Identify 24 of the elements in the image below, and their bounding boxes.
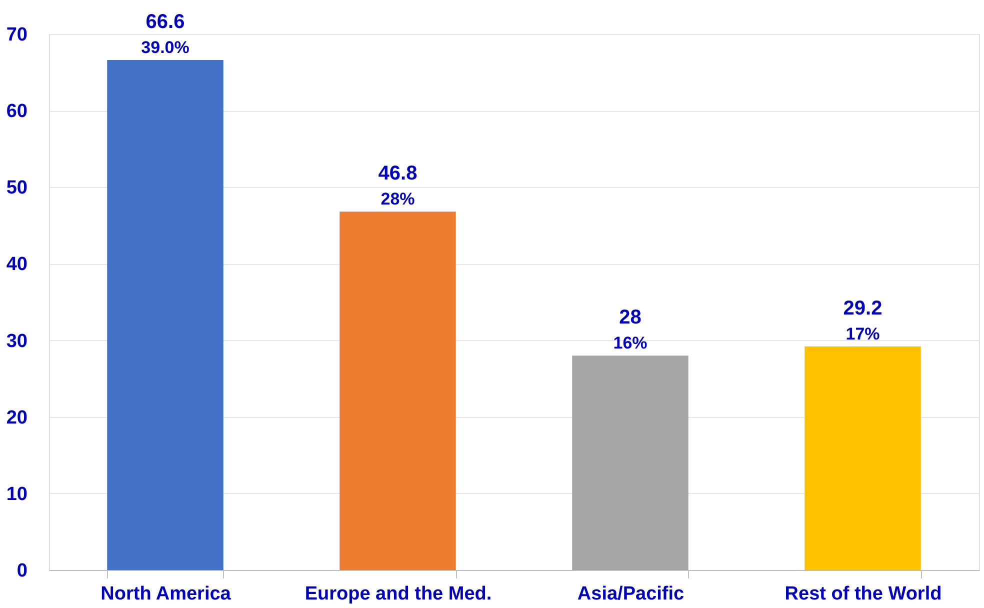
y-tick-label: 10 [6, 484, 28, 505]
y-tick-label: 0 [16, 560, 28, 582]
data-label: 28 [619, 306, 642, 329]
y-tick-label: 40 [6, 254, 28, 276]
annotation: 17% [846, 324, 880, 344]
data-label: 66.6 [146, 11, 185, 34]
y-tick-label: 20 [6, 407, 28, 428]
data-label: 29.2 [843, 297, 882, 320]
annotation: 16% [613, 334, 648, 353]
y-tick-label: 30 [6, 330, 28, 352]
x-tick-label: North America [100, 584, 232, 604]
y-tick-label: 60 [6, 101, 28, 122]
annotation: 28% [380, 190, 415, 209]
data-label: 46.8 [378, 162, 418, 185]
bar [107, 60, 224, 570]
x-tick-label: Europe and the Med. [304, 584, 492, 604]
bar [340, 212, 456, 570]
bar [572, 356, 688, 570]
annotation: 39.0% [141, 38, 190, 58]
bar [804, 346, 921, 570]
x-tick-label: Rest of the World [784, 584, 942, 604]
x-tick-label: Asia/Pacific [577, 584, 685, 604]
y-tick-label: 70 [6, 24, 28, 46]
y-tick-label: 50 [6, 178, 28, 199]
